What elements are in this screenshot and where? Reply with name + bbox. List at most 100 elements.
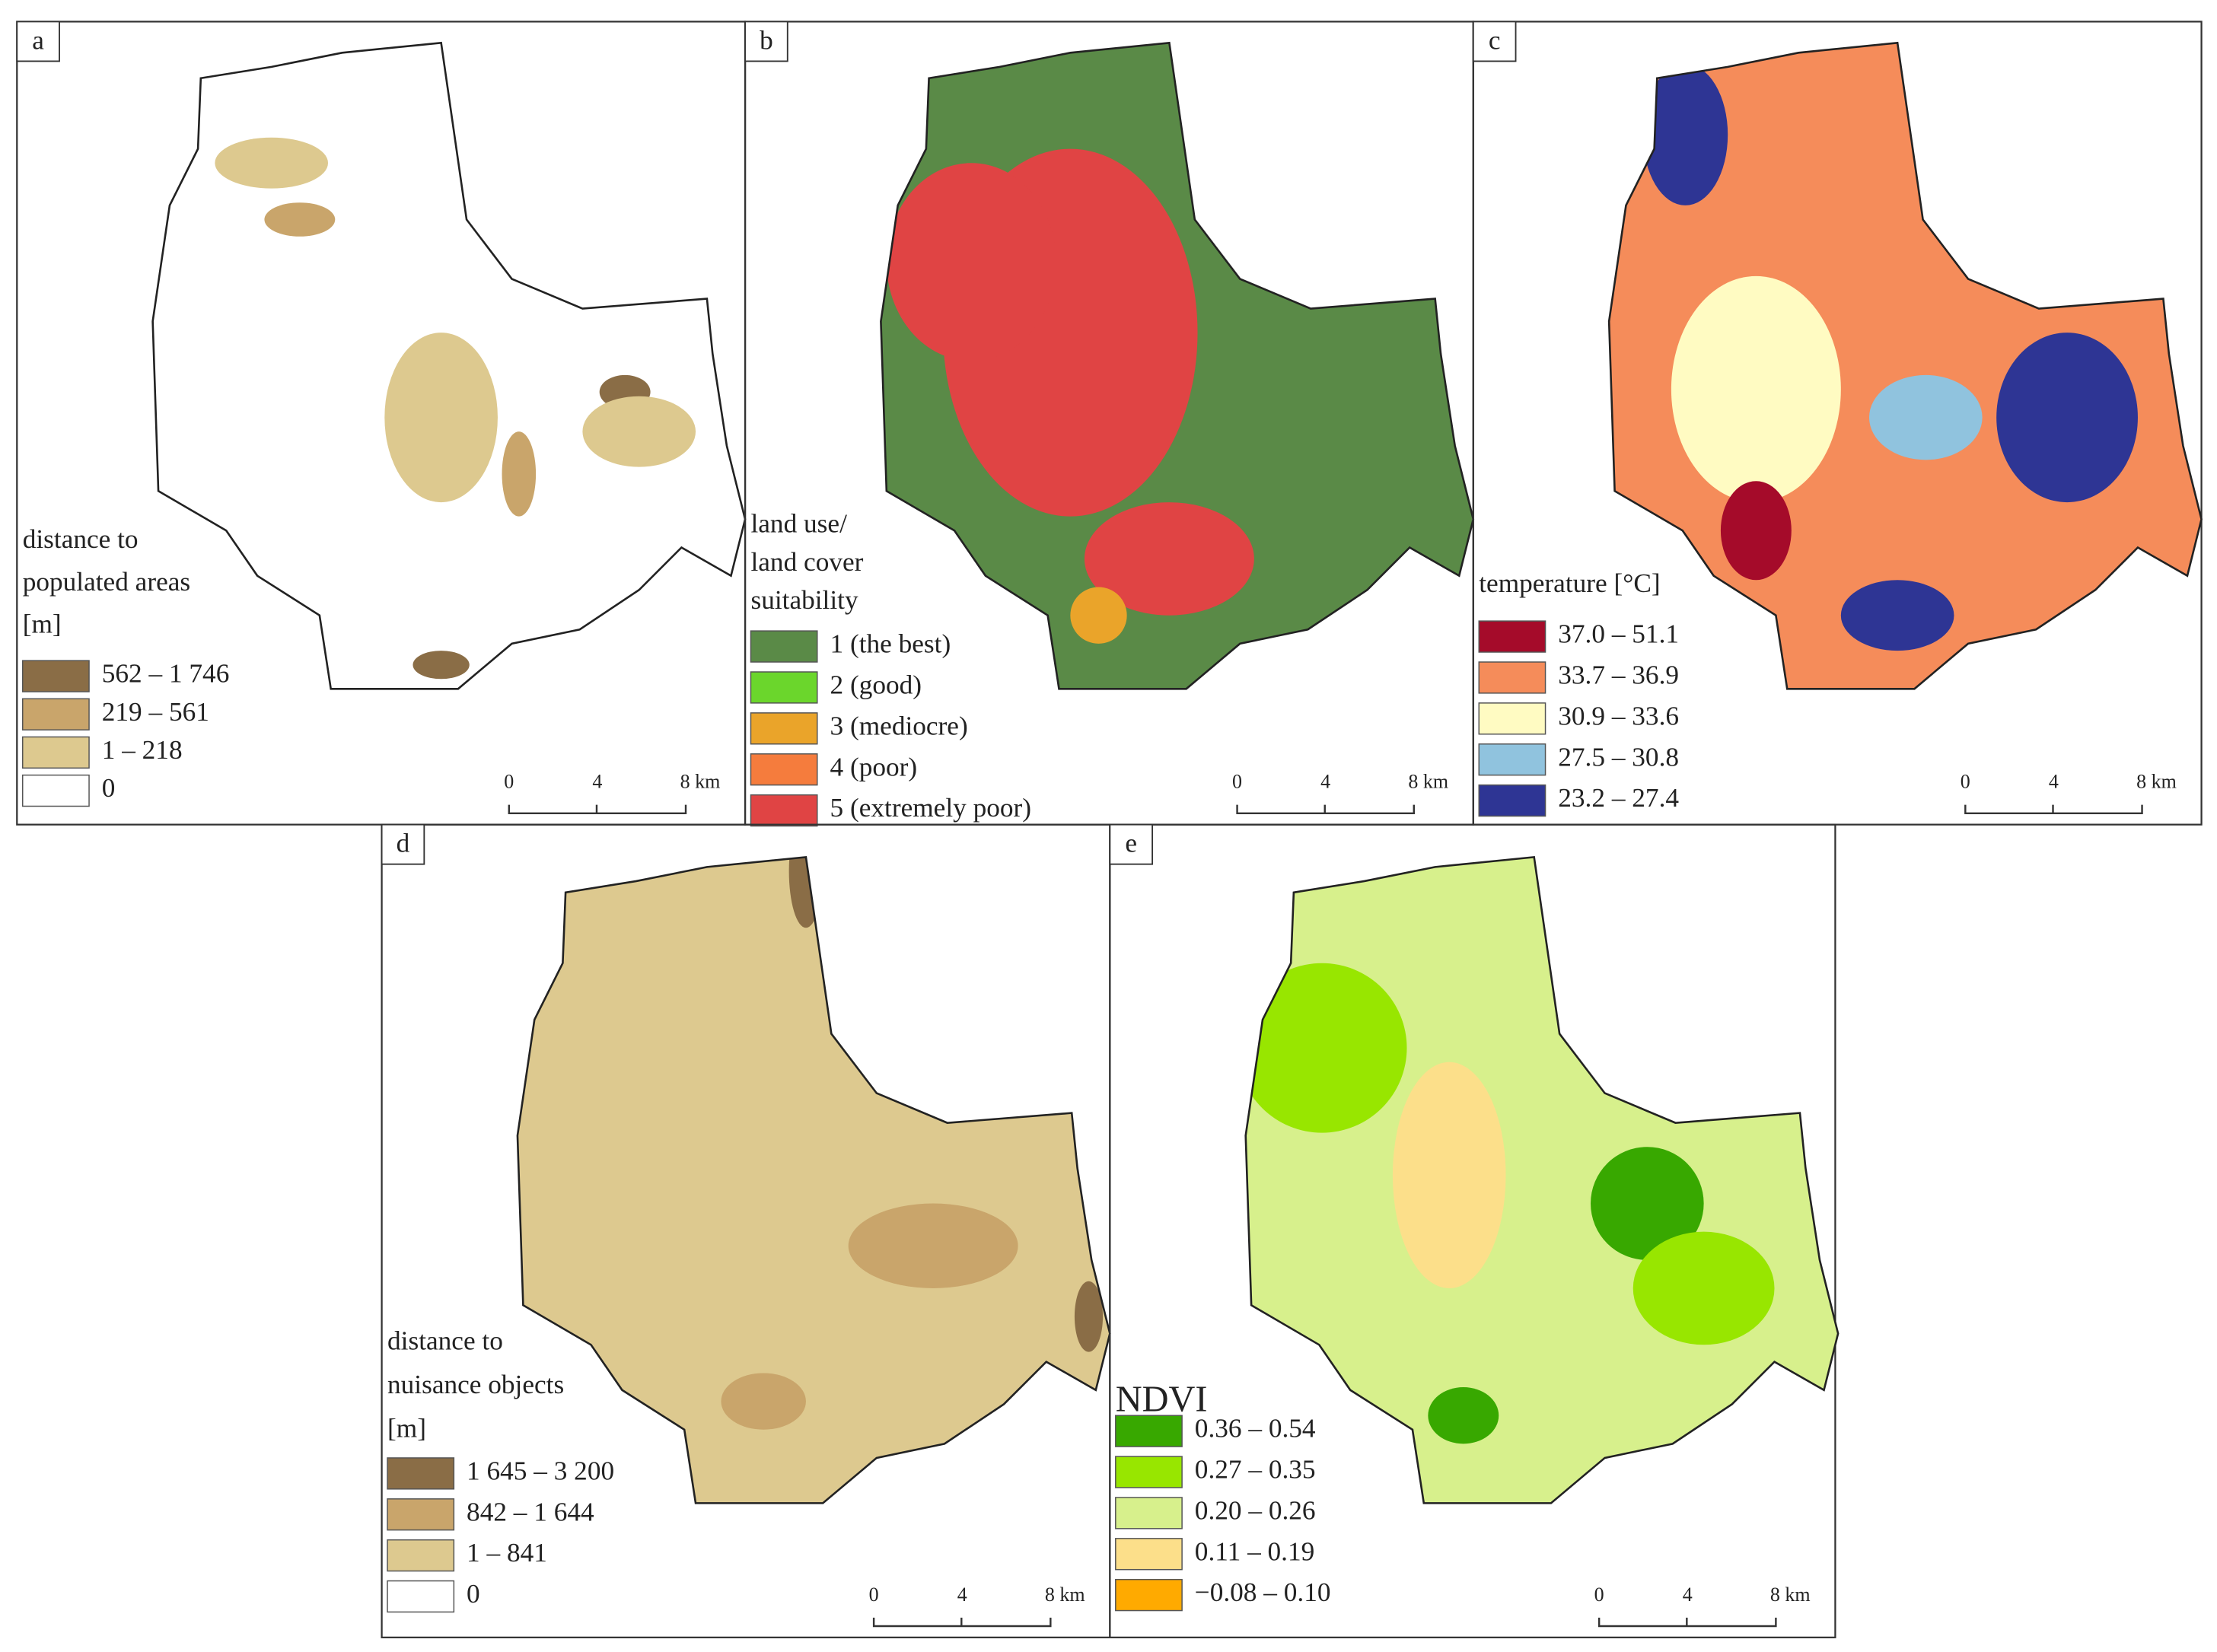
map-patches	[1245, 963, 1775, 1444]
panel-label: a	[32, 25, 44, 55]
legend-title: [m]	[23, 610, 62, 639]
map	[151, 41, 747, 690]
map-patch	[1392, 1062, 1506, 1288]
map-patch	[1868, 374, 1983, 460]
scale-label: 4	[957, 1584, 967, 1606]
map-patch	[1428, 1387, 1499, 1444]
panel-label-box	[744, 21, 788, 62]
map-patch	[1070, 587, 1127, 644]
legend-swatch	[1478, 620, 1546, 653]
map-outline	[516, 855, 1111, 1504]
panel: d distance to nuisance objects [m] 1 645 – 3…	[381, 823, 1111, 1638]
legend-swatch	[387, 1580, 455, 1613]
map	[1244, 855, 1840, 1504]
map	[880, 41, 1475, 690]
legend-label: 842 – 1 644	[467, 1497, 594, 1526]
panel-label: e	[1125, 829, 1137, 858]
map-patch	[1084, 502, 1254, 616]
legend-label: 30.9 – 33.6	[1558, 701, 1679, 731]
legend-swatch	[1115, 1497, 1183, 1529]
legend-title: distance to	[23, 524, 139, 554]
legend-swatch	[750, 712, 818, 745]
map	[516, 855, 1111, 1504]
panel-frame	[1472, 21, 2203, 826]
legend-swatch	[750, 630, 818, 663]
legend-title: land use/	[750, 509, 847, 539]
legend-swatch	[750, 671, 818, 704]
legend-swatch	[21, 736, 90, 769]
legend-swatch	[1115, 1415, 1183, 1447]
map-patch	[1245, 963, 1407, 1133]
legend-label: −0.08 – 0.10	[1195, 1577, 1331, 1607]
map-patch	[502, 431, 537, 517]
scale-label: 8 km	[680, 771, 721, 793]
legend-title: suitability	[750, 585, 858, 615]
scale-label: 8 km	[2136, 771, 2177, 793]
legend-title: distance to	[387, 1326, 503, 1356]
legend-title: nuisance objects	[387, 1370, 564, 1399]
legend-swatch	[1115, 1578, 1183, 1612]
map	[1607, 41, 2203, 690]
legend-swatch	[387, 1539, 455, 1572]
map-patch	[1591, 1147, 1704, 1260]
legend-swatch	[387, 1498, 455, 1531]
scale-label: 0	[1232, 771, 1242, 793]
legend-label: 4 (poor)	[830, 752, 918, 781]
panel-label: b	[760, 25, 773, 55]
legend-label: 1 – 218	[102, 735, 183, 765]
legend-title: land cover	[750, 547, 863, 577]
legend-title: NDVI	[1116, 1380, 1208, 1420]
legend-swatch	[1478, 743, 1546, 776]
legend-label: 2 (good)	[830, 670, 922, 700]
map-patch	[721, 1373, 806, 1430]
map-patch	[1642, 64, 1728, 205]
legend-label: 33.7 – 36.9	[1558, 660, 1679, 690]
scale-label: 4	[2049, 771, 2059, 793]
map-patch	[1840, 580, 1954, 651]
scale-label: 8 km	[1770, 1584, 1811, 1606]
scale-label: 0	[1961, 771, 1970, 793]
scale-label: 4	[1320, 771, 1330, 793]
legend-label: 1 645 – 3 200	[467, 1456, 614, 1485]
legend-title: populated areas	[23, 567, 190, 597]
legend-swatch	[750, 753, 818, 786]
legend-label: 562 – 1 746	[102, 659, 230, 689]
legend-label: 219 – 561	[102, 697, 209, 727]
panel: a distance to populated areas [m] 562 – 1 74…	[16, 21, 747, 826]
panel-label-box	[1472, 21, 1517, 62]
scale-bar	[1597, 1617, 1777, 1628]
legend-swatch	[1115, 1456, 1183, 1488]
map-outline	[1244, 855, 1840, 1504]
map-fill	[1245, 857, 1839, 1504]
panel-frame	[1109, 823, 1836, 1638]
legend-swatch	[1478, 702, 1546, 735]
legend-swatch	[1478, 661, 1546, 694]
map-outline	[880, 41, 1475, 690]
map-patch	[1074, 1281, 1104, 1352]
scale-bar	[1236, 804, 1415, 814]
legend-label: 3 (mediocre)	[830, 711, 968, 740]
scale-label: 8 km	[1408, 771, 1448, 793]
panel: c temperature [°C] 37.0 – 51.1 33.7 – 36.9 3…	[1472, 21, 2203, 826]
legend-title: [m]	[387, 1414, 426, 1444]
legend-swatch	[21, 660, 90, 692]
legend-label: 1 (the best)	[830, 629, 951, 659]
map-patch	[384, 333, 498, 503]
legend-label: 37.0 – 51.1	[1558, 619, 1679, 649]
legend-label: 27.5 – 30.8	[1558, 742, 1679, 772]
scale-label: 0	[1594, 1584, 1604, 1606]
map-patch	[848, 1203, 1018, 1288]
map-patch	[1996, 333, 2138, 503]
legend-label: 0	[467, 1579, 480, 1609]
legend-swatch	[750, 794, 818, 827]
legend-title: temperature [°C]	[1479, 568, 1660, 598]
map-fill	[517, 857, 1110, 1504]
panel-label-box	[1109, 823, 1154, 865]
map-patches	[1642, 64, 2138, 651]
scale-bar	[1964, 804, 2143, 814]
scale-label: 0	[869, 1584, 879, 1606]
scale-bar	[508, 804, 687, 814]
legend-label: 0	[102, 773, 116, 803]
